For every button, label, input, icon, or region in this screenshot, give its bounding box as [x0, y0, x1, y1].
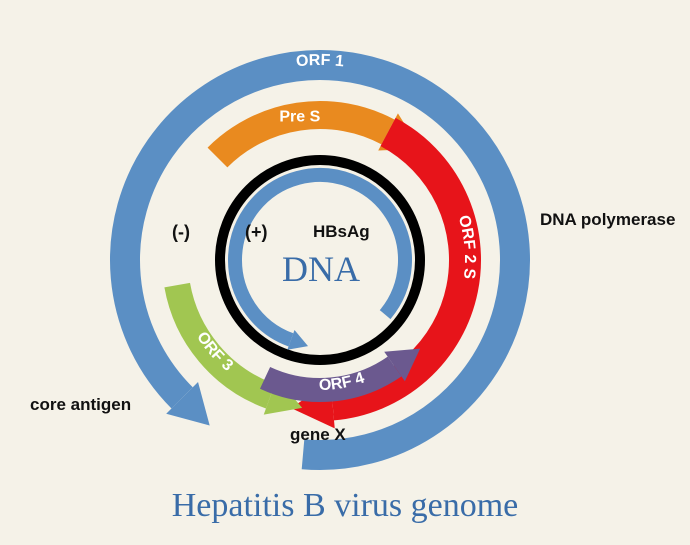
diagram-title: Hepatitis B virus genome — [0, 487, 690, 525]
dna-center-label: DNA — [282, 248, 360, 290]
dna-polymerase-label: DNA polymerase — [540, 210, 675, 230]
gene-x-label: gene X — [290, 425, 346, 445]
arc-label-orf1: ORF 1 — [295, 52, 345, 70]
minus-strand-label: (-) — [172, 222, 190, 243]
plus-strand-label: (+) — [245, 222, 268, 243]
arc-label-preS: Pre S — [279, 108, 320, 125]
core-antigen-label: core antigen — [30, 395, 131, 415]
hbsag-label: HBsAg — [313, 222, 370, 242]
